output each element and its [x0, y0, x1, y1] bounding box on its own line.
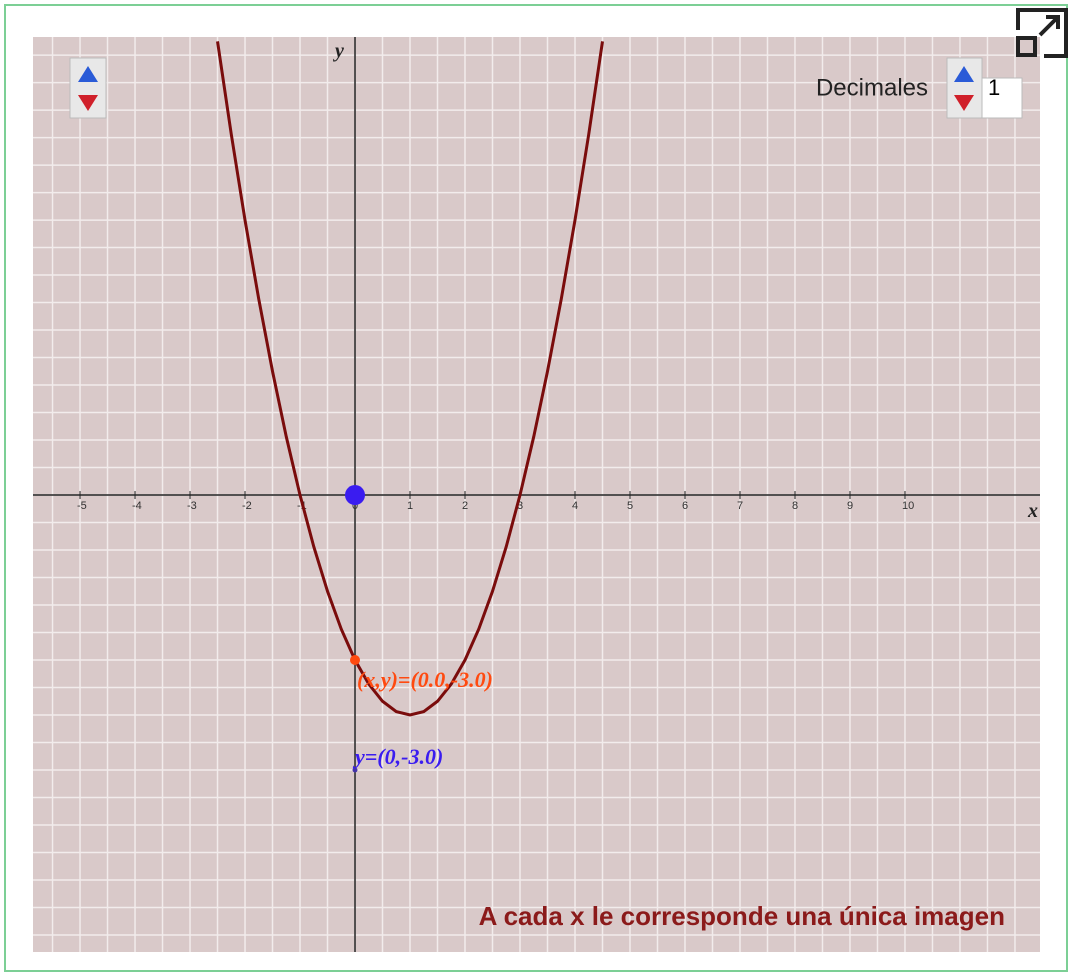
- x-tick-label: 5: [627, 500, 633, 512]
- x-tick-label: 2: [462, 500, 468, 512]
- image-label: y=(0,-3.0): [352, 744, 443, 769]
- x-tick-label: -4: [132, 500, 142, 512]
- decimals-label: Decimales: [816, 74, 928, 101]
- icon-part: [1016, 8, 1068, 58]
- x-tick-label: 7: [737, 500, 743, 512]
- image-dot: [352, 767, 358, 773]
- x-tick-label: 0: [352, 500, 358, 512]
- x-tick-label: -2: [242, 500, 252, 512]
- decimals-input[interactable]: [981, 77, 1023, 119]
- icon-part: [1038, 15, 1060, 37]
- x-tick-label: 3: [517, 500, 523, 512]
- x-tick-label: 10: [902, 500, 914, 512]
- x-tick-label: 4: [572, 500, 578, 512]
- icon-part: [1016, 36, 1037, 57]
- icon-part: [1046, 15, 1060, 29]
- x-tick-label: 6: [682, 500, 688, 512]
- caption: A cada x le corresponde una única imagen: [479, 901, 1005, 931]
- curve-point: [350, 655, 361, 666]
- control-point[interactable]: [345, 485, 366, 506]
- x-tick-label: 8: [792, 500, 798, 512]
- x-axis-label: x: [1027, 500, 1038, 522]
- plot: -5 -4 -3 -2 -1 0 1 2 3 4 5 6 7 8 9 10 xy(x,y)=(0.0,-3.0)…: [33, 37, 1040, 952]
- up-arrow[interactable]: [954, 66, 974, 82]
- x-tick-label: 1: [407, 500, 413, 512]
- function-curve: [216, 41, 604, 717]
- down-arrow[interactable]: [954, 95, 974, 111]
- fullscreen-button[interactable]: [1016, 8, 1068, 58]
- up-arrow[interactable]: [78, 66, 98, 82]
- point-label: (x,y)=(0.0,-3.0): [357, 667, 493, 692]
- decimals-spinner[interactable]: 1: [946, 57, 1023, 119]
- x-tick-label: -5: [77, 500, 87, 512]
- x-tick-label: 9: [847, 500, 853, 512]
- spinner[interactable]: [69, 57, 107, 119]
- down-arrow[interactable]: [78, 95, 98, 111]
- decimals-value: 1: [988, 75, 1000, 100]
- y-axis-label: y: [333, 40, 344, 62]
- x-tick-label: -3: [187, 500, 197, 512]
